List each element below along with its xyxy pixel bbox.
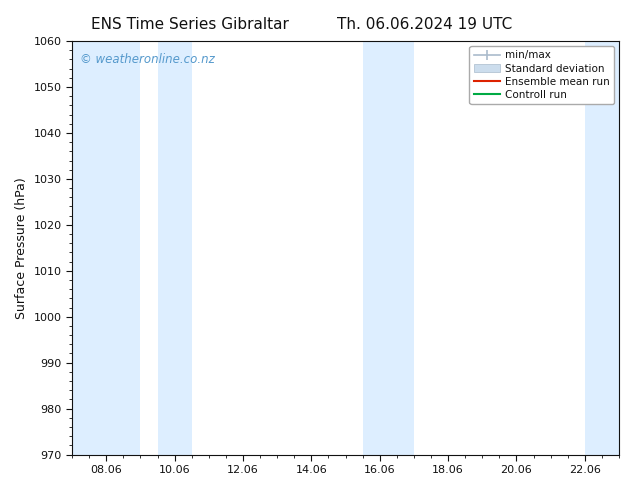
Bar: [363, 41, 397, 455]
Text: ENS Time Series Gibraltar: ENS Time Series Gibraltar: [91, 17, 289, 32]
Legend: min/max, Standard deviation, Ensemble mean run, Controll run: min/max, Standard deviation, Ensemble me…: [469, 46, 614, 104]
Y-axis label: Surface Pressure (hPa): Surface Pressure (hPa): [15, 177, 28, 318]
Bar: [158, 41, 191, 455]
Bar: [72, 41, 141, 455]
Text: © weatheronline.co.nz: © weatheronline.co.nz: [81, 53, 215, 67]
Bar: [585, 41, 619, 455]
Text: Th. 06.06.2024 19 UTC: Th. 06.06.2024 19 UTC: [337, 17, 512, 32]
Bar: [397, 41, 414, 455]
